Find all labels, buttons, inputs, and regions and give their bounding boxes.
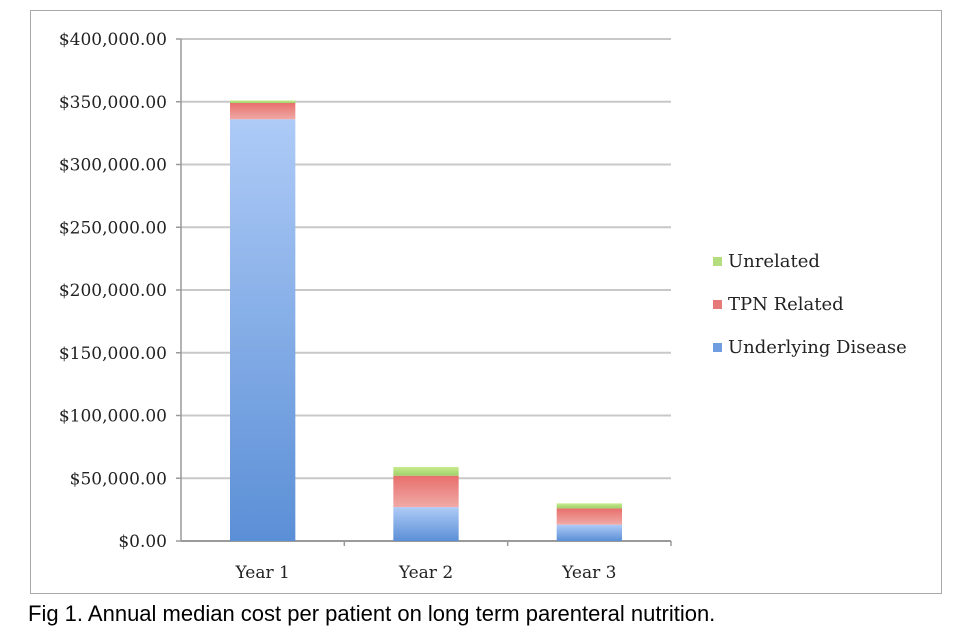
bar-segment-tpn-related-3 [556,508,622,525]
y-tick-label: $250,000.00 [59,218,167,238]
y-tick-label: $50,000.00 [70,469,167,489]
legend-swatch [713,343,722,352]
y-tick-labels: $0.00 $50,000.00 $100,000.00 $150,000.00 $20… [59,30,167,552]
legend: Unrelated TPN Related Underlying Disease [713,251,907,358]
x-tick-label: Year 3 [561,563,616,583]
y-tick-label: $400,000.00 [59,30,167,50]
x-tick-labels: Year 1 Year 2 Year 3 [235,563,617,583]
y-tick-label: $150,000.00 [59,344,167,364]
y-tick-label: $300,000.00 [59,156,167,176]
legend-label: Unrelated [728,251,820,272]
y-tick-label: $200,000.00 [59,281,167,301]
bar-segment-unrelated-3 [556,503,622,509]
y-tick-label: $0.00 [118,532,167,552]
legend-label: Underlying Disease [728,337,907,358]
legend-swatch [713,257,722,266]
y-tick-label: $100,000.00 [59,407,167,427]
bar-segment-underlying-disease-2 [393,507,459,541]
bar-segment-underlying-disease-1 [230,119,296,541]
bar-segment-tpn-related-2 [393,475,459,508]
figure-caption: Fig 1. Annual median cost per patient on… [28,601,716,626]
bar-segment-underlying-disease-3 [556,524,622,541]
bars [230,100,622,541]
stacked-bar-chart: $0.00 $50,000.00 $100,000.00 $150,000.00 $20… [59,30,907,583]
y-tick-label: $350,000.00 [59,93,167,113]
bar-segment-unrelated-2 [393,466,459,476]
chart-frame: $0.00 $50,000.00 $100,000.00 $150,000.00 $20… [30,10,942,594]
legend-label: TPN Related [728,294,844,315]
x-tick-label: Year 2 [398,563,453,583]
legend-swatch [713,300,722,309]
x-tick-label: Year 1 [235,563,290,583]
bar-segment-unrelated-1 [230,100,296,104]
bar-segment-tpn-related-1 [230,103,296,120]
